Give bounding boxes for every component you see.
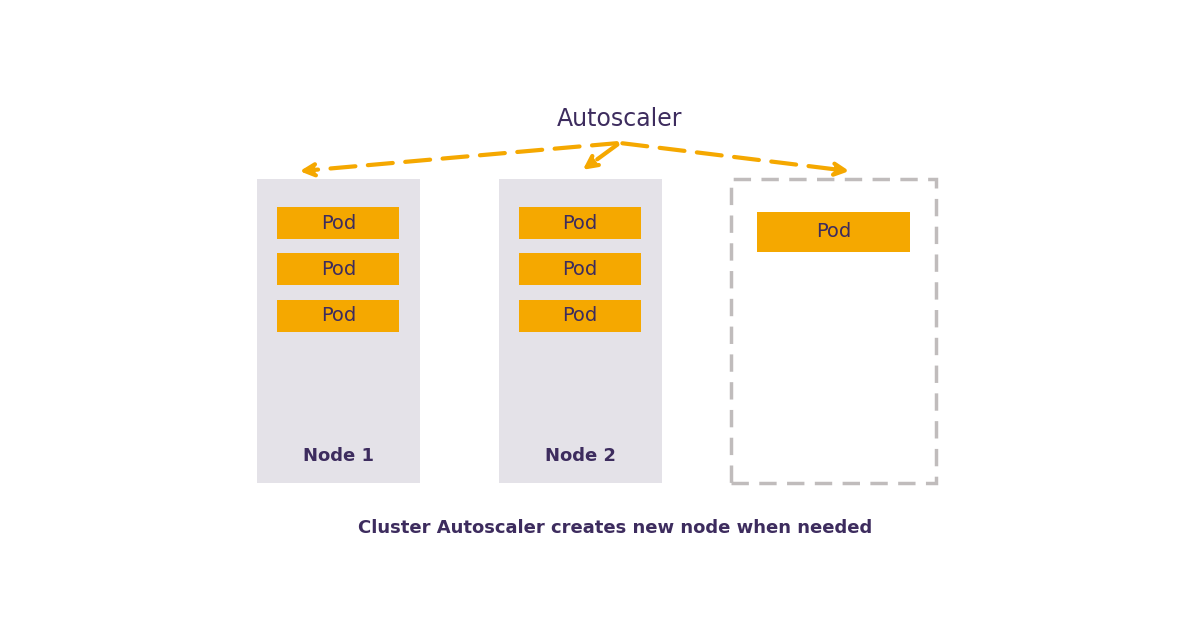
FancyBboxPatch shape [499,178,661,482]
Text: Pod: Pod [816,223,851,241]
Text: Pod: Pod [320,213,356,233]
FancyBboxPatch shape [520,300,641,332]
FancyBboxPatch shape [520,207,641,239]
FancyBboxPatch shape [520,254,641,286]
FancyBboxPatch shape [257,178,420,482]
FancyBboxPatch shape [757,212,911,252]
FancyBboxPatch shape [277,300,400,332]
FancyBboxPatch shape [277,254,400,286]
Text: Pod: Pod [563,260,598,279]
Text: Pod: Pod [563,306,598,325]
FancyBboxPatch shape [731,178,936,482]
Text: Cluster Autoscaler creates new node when needed: Cluster Autoscaler creates new node when… [358,519,872,537]
Text: Node 1: Node 1 [302,447,374,465]
Text: Pod: Pod [320,260,356,279]
Text: Pod: Pod [563,213,598,233]
Text: Node 2: Node 2 [545,447,616,465]
Text: Autoscaler: Autoscaler [557,107,683,131]
FancyBboxPatch shape [277,207,400,239]
Text: Pod: Pod [320,306,356,325]
